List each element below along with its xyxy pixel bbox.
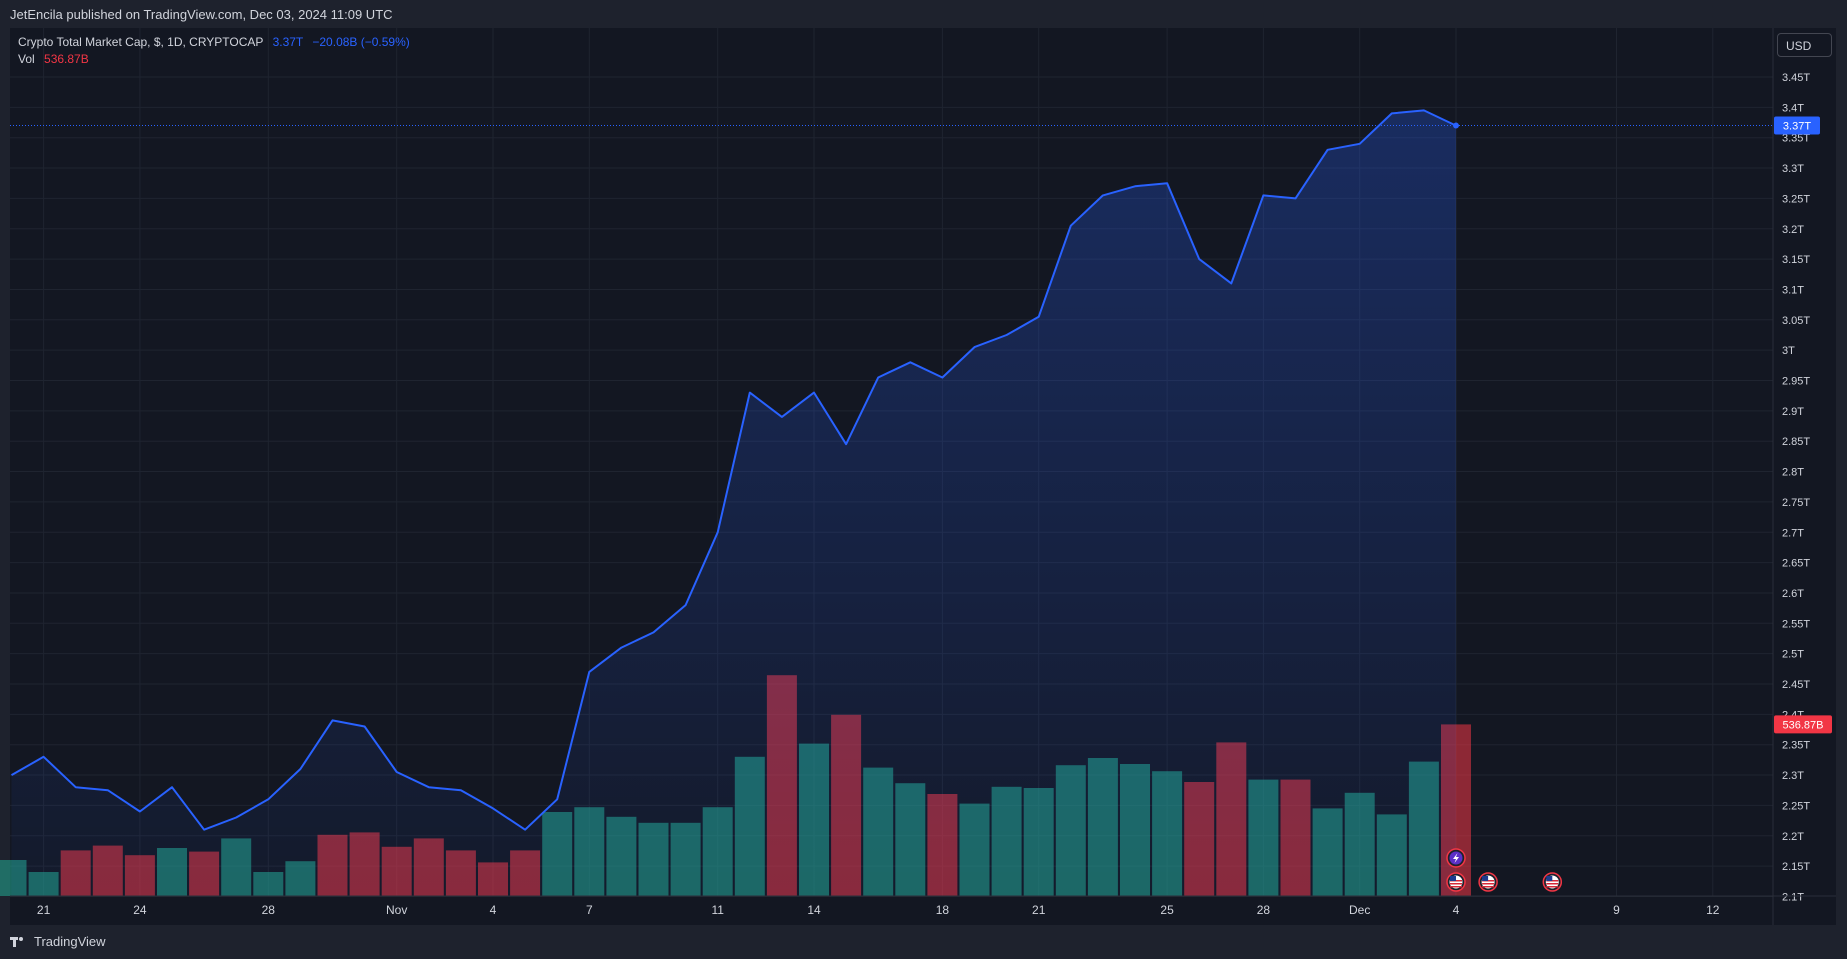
y-tick-label: 2.6T (1782, 588, 1804, 600)
price-tag-label: 3.37T (1783, 121, 1811, 133)
x-tick-label: 9 (1613, 903, 1620, 917)
grid-lines (10, 28, 1773, 897)
y-tick-label: 2.55T (1782, 618, 1810, 630)
legend-vol-label: Vol (18, 52, 35, 66)
y-tick-label: 2.8T (1782, 467, 1804, 479)
y-tick-label: 3.45T (1782, 72, 1810, 84)
x-tick-label: 21 (37, 903, 51, 917)
y-tick-label: 3.1T (1782, 284, 1804, 296)
x-tick-label: 18 (936, 903, 950, 917)
y-tick-label: 3.05T (1782, 315, 1810, 327)
y-tick-label: 2.1T (1782, 891, 1804, 903)
volume-tag-label: 536.87B (1783, 719, 1824, 731)
flag-stripe (1546, 883, 1559, 885)
y-tick-label: 2.3T (1782, 770, 1804, 782)
y-tick-label: 2.85T (1782, 436, 1810, 448)
x-tick-label: 11 (711, 903, 724, 917)
y-tick-label: 3T (1782, 345, 1795, 357)
last-price-dot (1453, 122, 1459, 129)
legend-symbol: Crypto Total Market Cap, $, 1D, CRYPTOCA… (18, 35, 264, 49)
x-tick-label: 4 (1453, 903, 1460, 917)
legend-volume-row[interactable]: Vol 536.87B (18, 51, 410, 68)
y-tick-label: 2.15T (1782, 861, 1810, 873)
legend-vol-value: 536.87B (44, 52, 89, 66)
x-tick-label: 28 (262, 903, 276, 917)
flag-canton (1450, 876, 1456, 881)
tradingview-brand: TradingView (34, 934, 106, 949)
x-tick-label: Dec (1349, 903, 1370, 917)
y-tick-label: 2.35T (1782, 740, 1810, 752)
price-area-fill (11, 110, 1456, 896)
event-markers[interactable] (1446, 848, 1563, 892)
y-tick-label: 3.35T (1782, 133, 1810, 145)
footer: TradingView (0, 925, 1847, 959)
x-tick-label: 25 (1160, 903, 1174, 917)
y-tick-label: 3.2T (1782, 224, 1804, 236)
y-tick-label: 3.3T (1782, 163, 1804, 175)
y-tick-label: 3.4T (1782, 102, 1804, 114)
published-info: JetEncila published on TradingView.com, … (10, 7, 393, 22)
x-tick-label: Nov (386, 903, 407, 917)
price-line (10, 109, 1773, 831)
price-area (11, 110, 1456, 896)
price-tag-bg (1774, 116, 1820, 135)
flag-stripe (1482, 886, 1495, 888)
x-tick-label: 14 (807, 903, 821, 917)
tradingview-logo[interactable]: TradingView (10, 934, 106, 949)
flag-stripe (1450, 886, 1462, 888)
us-flag-icon[interactable] (1542, 872, 1563, 892)
lightning-icon[interactable] (1446, 848, 1466, 868)
y-tick-label: 2.95T (1782, 376, 1810, 388)
legend-price-row[interactable]: Crypto Total Market Cap, $, 1D, CRYPTOCA… (18, 34, 410, 51)
y-tick-label: 2.5T (1782, 649, 1804, 661)
flag-stripe (1482, 883, 1495, 885)
x-tick-label: 21 (1032, 903, 1046, 917)
volume-tag-bg (1774, 715, 1832, 734)
y-tick-label: 2.25T (1782, 800, 1810, 812)
y-tick-label: 2.65T (1782, 558, 1810, 570)
x-tick-label: 24 (133, 903, 147, 917)
legend-change: −20.08B (−0.59%) (312, 35, 410, 49)
flag-canton (1482, 876, 1489, 881)
x-tick-label: 7 (586, 903, 593, 917)
y-tick-label: 2.7T (1782, 527, 1804, 539)
legend-value: 3.37T (272, 35, 304, 49)
y-tick-label: 2.45T (1782, 679, 1810, 691)
flag-stripe (1546, 886, 1559, 888)
price-tags: 3.37T 536.87B (1774, 116, 1832, 734)
lightning-glyph (1453, 853, 1459, 863)
y-tick-label: 2.2T (1782, 831, 1804, 843)
tradingview-logo-icon (10, 935, 30, 948)
flag-stripe (1450, 883, 1462, 885)
x-tick-label: 12 (1706, 903, 1720, 917)
legend: Crypto Total Market Cap, $, 1D, CRYPTOCA… (18, 34, 410, 68)
currency-button[interactable]: USD (1777, 33, 1832, 57)
price-line-path (11, 109, 1457, 831)
us-flag-icon[interactable] (1446, 872, 1466, 892)
y-tick-label: 2.75T (1782, 497, 1810, 509)
x-tick-label: 4 (490, 903, 497, 917)
y-tick-label: 3.15T (1782, 254, 1810, 266)
top-bar: JetEncila published on TradingView.com, … (0, 0, 1847, 28)
us-flag-icon[interactable] (1478, 872, 1498, 892)
x-tick-label: 28 (1257, 903, 1271, 917)
y-tick-label: 3.25T (1782, 193, 1810, 205)
flag-canton (1546, 876, 1553, 881)
axes: 3.45T 3.4T 3.35T 3.3T 3.25T 3.2T 3.15T 3.1T 3.05… (10, 28, 1836, 925)
y-tick-label: 2.9T (1782, 406, 1804, 418)
